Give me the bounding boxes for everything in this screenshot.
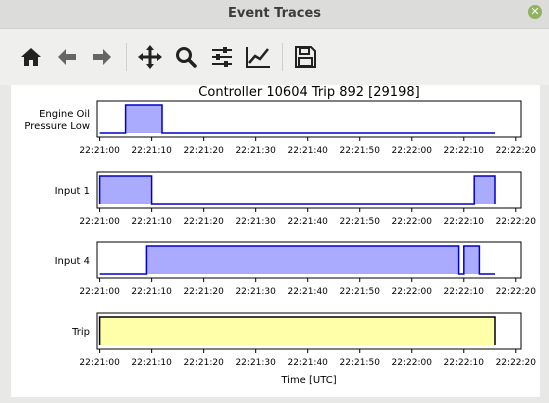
chart: Controller 10604 Trip 892 [29198] Engine … [24,85,537,386]
edit-axis-button[interactable] [244,43,272,71]
x-tick-label: 22:21:10 [131,146,172,156]
arrow-right-icon [93,49,111,65]
x-tick-label: 22:22:10 [444,358,485,368]
x-tick-label: 22:21:20 [183,287,224,297]
x-tick-label: 22:22:20 [496,358,537,368]
floppy-disk-icon [295,46,316,68]
x-tick-label: 22:22:00 [392,287,433,297]
panel-frame-3 [96,312,522,350]
series-line-1 [98,175,496,205]
close-icon: ✕ [530,5,540,18]
panel-ylabel: Input 4 [55,256,90,267]
x-tick-label: 22:21:40 [287,217,328,227]
x-tick-label: 22:21:20 [183,146,224,156]
figure-canvas[interactable]: Controller 10604 Trip 892 [29198] Engine … [11,85,540,397]
save-button[interactable] [291,43,319,71]
x-tick-label: 22:21:30 [235,287,276,297]
line-chart-icon [246,47,270,68]
x-tick-label: 22:22:20 [496,217,537,227]
series-fill-2 [99,246,495,274]
x-tick-label: 22:22:10 [444,217,485,227]
x-tick-label: 22:22:10 [444,287,485,297]
magnifier-icon [176,47,197,68]
toolbar [0,29,549,85]
x-tick-label: 22:21:50 [340,217,381,227]
x-tick-label: 22:21:40 [287,146,328,156]
x-tick-label: 22:22:00 [392,146,433,156]
panel-frame-1 [96,171,522,209]
back-button[interactable] [53,43,81,71]
x-tick-label: 22:21:10 [131,287,172,297]
home-button[interactable] [17,43,45,71]
zoom-button[interactable] [172,43,200,71]
x-tick-label: 22:21:40 [287,287,328,297]
x-tick-label: 22:22:20 [496,146,537,156]
x-axis-label: Time [UTC] [280,375,336,386]
x-tick-label: 22:21:10 [131,217,172,227]
sliders-icon [212,47,232,67]
x-tick-label: 22:21:40 [287,358,328,368]
move-icon [138,45,162,69]
configure-subplots-button[interactable] [208,43,236,71]
x-tick-label: 22:22:00 [392,217,433,227]
x-tick-label: 22:21:50 [340,146,381,156]
toolbar-separator [282,43,283,71]
x-tick-label: 22:21:50 [340,358,381,368]
x-tick-label: 22:21:20 [183,217,224,227]
x-tick-label: 22:21:00 [79,146,120,156]
title-bar: Event Traces ✕ [0,0,549,29]
x-tick-label: 22:21:00 [79,217,120,227]
x-tick-label: 22:22:20 [496,287,537,297]
home-icon [21,48,41,66]
panel-frame-0 [96,100,522,138]
toolbar-separator [126,43,127,71]
x-tick-label: 22:21:00 [79,358,120,368]
panel-ylabel: Engine Oil [39,109,90,120]
series-fill-0 [99,105,495,133]
series-fill-3 [99,317,495,345]
x-tick-label: 22:21:30 [235,358,276,368]
panel-frame-2 [96,241,522,279]
pan-button[interactable] [136,43,164,71]
x-tick-label: 22:21:20 [183,358,224,368]
x-tick-label: 22:21:50 [340,287,381,297]
series-fill-1 [99,176,495,204]
panel-ylabel: Trip [71,327,90,338]
x-tick-label: 22:21:30 [235,217,276,227]
series-line-2 [99,245,495,275]
series-line-3 [98,316,496,345]
window-title: Event Traces [227,6,322,21]
arrow-left-icon [58,49,76,65]
series-line-0 [99,104,495,134]
panel-ylabel: Input 1 [55,186,90,197]
forward-button[interactable] [88,43,116,71]
x-tick-label: 22:22:10 [444,146,485,156]
panel-ylabel: Pressure Low [24,121,90,132]
x-tick-label: 22:21:30 [235,146,276,156]
x-tick-label: 22:22:00 [392,358,433,368]
x-tick-label: 22:21:10 [131,358,172,368]
x-tick-label: 22:21:00 [79,287,120,297]
chart-title: Controller 10604 Trip 892 [29198] [198,85,419,100]
close-button[interactable]: ✕ [528,5,542,19]
